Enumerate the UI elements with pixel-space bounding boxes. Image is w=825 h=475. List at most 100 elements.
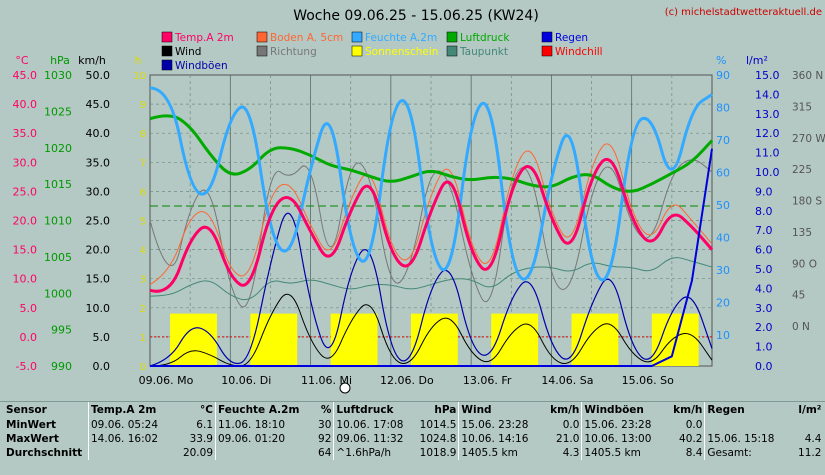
legend-swatch <box>351 31 363 43</box>
pressure-axis-tick: 1010 <box>44 215 72 228</box>
wind-axis-tick: 5.0 <box>93 331 111 344</box>
left-axes: °C hPa km/h h45.040.035.030.025.020.015.010… <box>13 54 147 373</box>
sun-axis-tick: 1 <box>140 333 146 344</box>
pressure-axis-tick: 1005 <box>44 251 72 264</box>
sun-axis-unit: h <box>135 54 142 67</box>
wind-axis-tick: 35.0 <box>86 156 111 169</box>
legend-swatch <box>161 45 173 57</box>
series-wind <box>149 293 713 367</box>
stats-cell <box>785 418 823 432</box>
humidity-axis-unit: % <box>716 54 726 67</box>
stats-cell: 15.06. 23:28 <box>458 418 540 432</box>
stats-header-gusts-unit: km/h <box>673 404 703 416</box>
stats-cell: 20.09 <box>182 447 213 459</box>
stats-header-rain: Regen <box>704 402 786 418</box>
legend-swatch <box>541 45 553 57</box>
legend-label: Richtung <box>270 46 317 58</box>
legend-swatch <box>446 45 458 57</box>
rain-axis-tick: 5.0 <box>755 263 773 276</box>
temp-axis-tick: -5.0 <box>16 360 37 373</box>
stats-cell: 92 <box>318 433 332 445</box>
legend-swatch <box>446 31 458 43</box>
stats-cell: 09.06. 11:32 <box>333 432 417 446</box>
pressure-axis-tick: 1015 <box>44 178 72 191</box>
legend-swatch <box>161 31 173 43</box>
legend-label: Windchill <box>555 46 603 58</box>
stats-row-min: MinWert 09.06. 05:24 6.1 11.06. 18:10 30… <box>0 418 823 432</box>
stats-cell: 1405.5 km <box>458 446 540 460</box>
humidity-axis-tick: 20 <box>716 297 730 310</box>
stats-cell <box>215 446 302 460</box>
rain-axis-tick: 9.0 <box>755 185 773 198</box>
stats-cell: 09.06. 01:20 <box>215 432 302 446</box>
sun-axis-tick: 9 <box>140 100 146 111</box>
sun-axis-tick: 2 <box>140 304 146 315</box>
humidity-axis-tick: 70 <box>716 134 730 147</box>
series-temp-a-2m <box>149 157 714 293</box>
stats-cell: 15.06. 15:18 <box>704 432 786 446</box>
stats-cell: 10.06. 14:16 <box>458 432 540 446</box>
sunshine-bar <box>571 313 619 366</box>
stats-header-gusts: Windböen <box>581 402 663 418</box>
sun-axis-tick: 3 <box>140 275 146 286</box>
current-time-marker[interactable] <box>339 382 351 394</box>
legend: Temp.A 2m Boden A. 5cm Feuchte A.2m Luftdru… <box>161 31 603 72</box>
wind-axis-tick: 0.0 <box>93 360 111 373</box>
x-axis-day-label: 14.06. Sa <box>541 374 593 387</box>
stats-cell: 15.06. 23:28 <box>581 418 663 432</box>
legend-label: Temp.A 2m <box>174 32 234 44</box>
stats-cell: 4.3 <box>562 447 580 459</box>
humidity-axis-tick: 30 <box>716 264 730 277</box>
rain-axis-tick: 7.0 <box>755 224 773 237</box>
stats-cell <box>88 446 173 460</box>
pressure-axis-tick: 1000 <box>44 287 72 300</box>
stats-cell <box>704 418 786 432</box>
rain-axis-tick: 0.0 <box>755 360 773 373</box>
chart-title: Woche 09.06.25 - 15.06.25 (KW24) <box>293 8 539 24</box>
wind-axis-unit: km/h <box>78 54 106 67</box>
legend-label: Regen <box>555 32 588 44</box>
stats-cell: 21.0 <box>556 433 580 445</box>
direction-axis-tick: 0 N <box>792 321 810 333</box>
stats-cell: 40.2 <box>679 433 703 445</box>
temp-axis-tick: 45.0 <box>13 69 38 82</box>
series-lines <box>149 86 714 367</box>
legend-label: Feuchte A.2m <box>365 32 437 44</box>
sunshine-bar <box>491 313 539 366</box>
stats-cell: 10.06. 13:00 <box>581 432 663 446</box>
wind-axis-tick: 20.0 <box>86 244 111 257</box>
x-axis-day-label: 12.06. Do <box>380 374 434 387</box>
stats-cell: 4.4 <box>804 433 822 445</box>
legend-swatch <box>256 31 268 43</box>
temp-axis-tick: 20.0 <box>13 215 38 228</box>
pressure-axis-tick: 1030 <box>44 69 72 82</box>
stats-header-pressure-unit: hPa <box>434 404 457 416</box>
temp-axis-tick: 10.0 <box>13 273 38 286</box>
stats-row-avg: Durchschnitt 20.09 64 ^1.6hPa/h 1018.9 1… <box>0 446 823 460</box>
direction-axis-tick: 90 O <box>792 258 817 270</box>
x-axis-day-label: 10.06. Di <box>221 374 271 387</box>
legend-swatch <box>541 31 553 43</box>
rain-axis-tick: 4.0 <box>755 282 773 295</box>
rain-axis-tick: 14.0 <box>755 88 780 101</box>
sunshine-bar <box>330 313 378 366</box>
rain-axis-tick: 8.0 <box>755 205 773 218</box>
x-axis-day-label: 11.06. Mi <box>301 374 352 387</box>
wind-axis-tick: 10.0 <box>86 302 111 315</box>
wind-axis-tick: 25.0 <box>86 215 111 228</box>
humidity-axis-tick: 50 <box>716 199 730 212</box>
series-windb-en <box>149 212 713 367</box>
stats-cell: 1024.8 <box>419 433 457 445</box>
legend-label: Luftdruck <box>460 32 510 44</box>
stats-cell: 11.06. 18:10 <box>215 418 302 432</box>
temp-axis-unit: °C <box>15 54 29 67</box>
humidity-axis-tick: 40 <box>716 232 730 245</box>
pressure-axis-tick: 995 <box>51 324 72 337</box>
stats-cell: 1018.9 <box>419 447 457 459</box>
source-credit: (c) michelstadtwetteraktuell.de <box>665 7 822 18</box>
stats-header-humidity-unit: % <box>320 404 332 416</box>
stats-cell: 33.9 <box>189 433 213 445</box>
legend-swatch <box>256 45 268 57</box>
temp-axis-tick: 0.0 <box>20 331 38 344</box>
rain-axis-tick: 6.0 <box>755 244 773 257</box>
